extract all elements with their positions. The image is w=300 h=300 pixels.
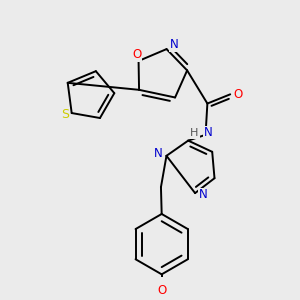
Text: H: H (190, 128, 199, 138)
Text: O: O (132, 48, 141, 61)
Text: O: O (234, 88, 243, 101)
Text: N: N (170, 38, 179, 51)
Text: N: N (154, 148, 163, 160)
Text: N: N (199, 188, 208, 202)
Text: O: O (157, 284, 166, 297)
Text: S: S (61, 108, 69, 122)
Text: N: N (204, 127, 212, 140)
